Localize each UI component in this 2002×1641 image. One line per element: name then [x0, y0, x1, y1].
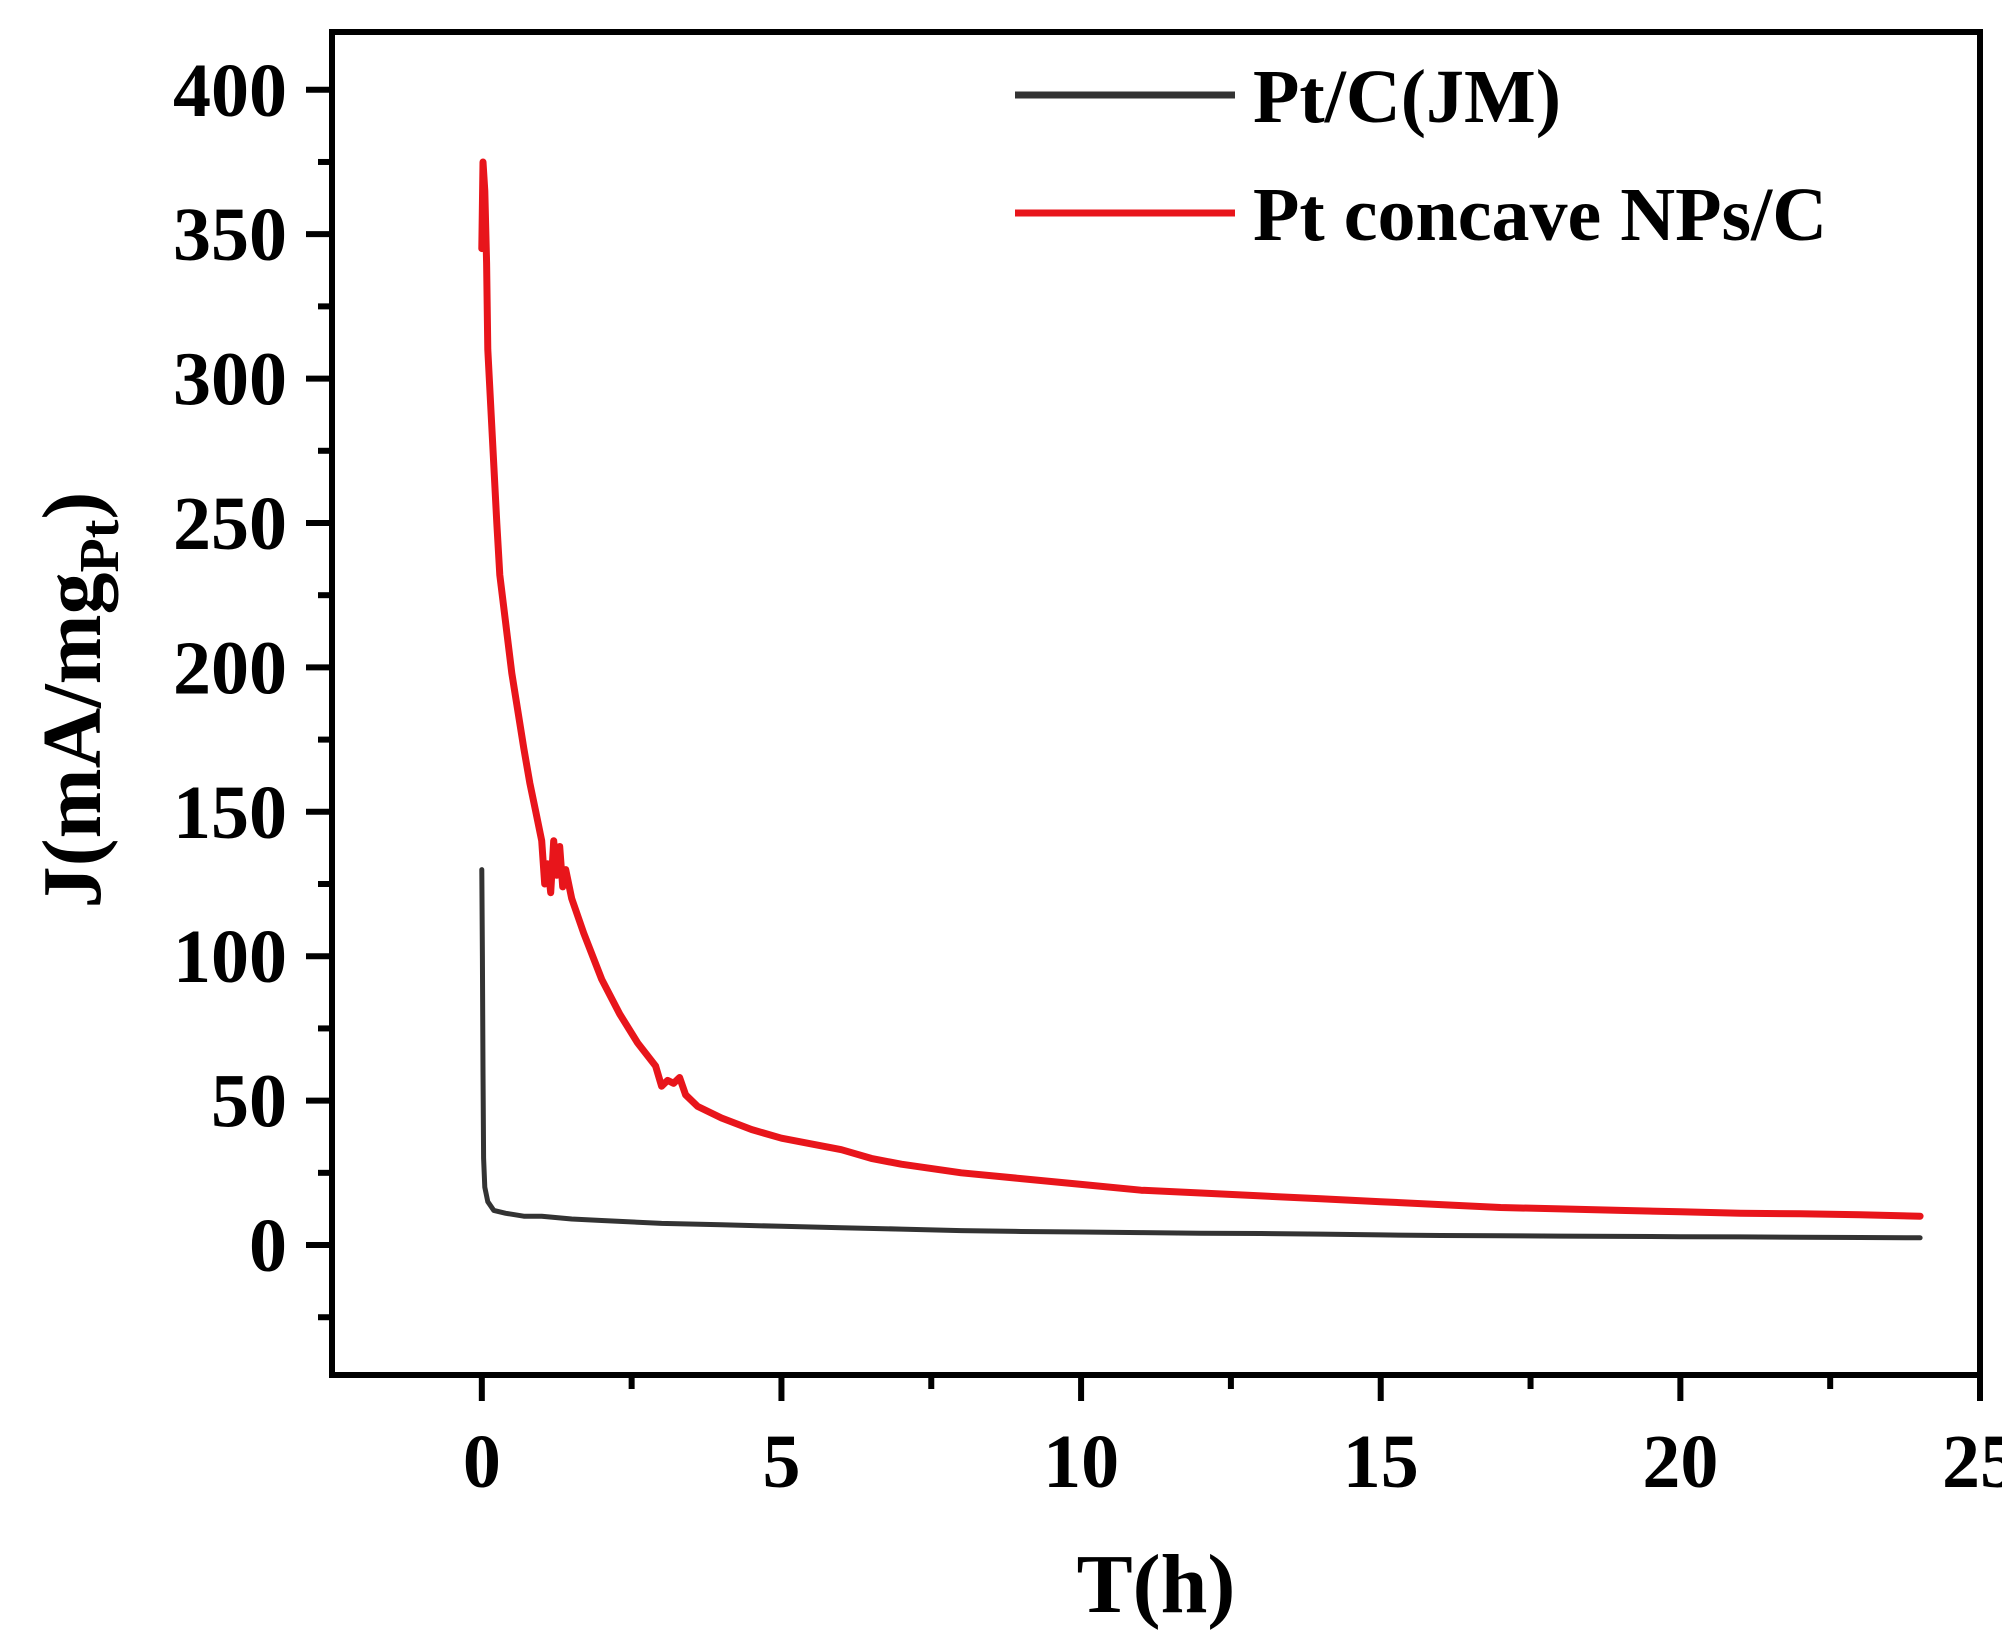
y-tick-label: 0 — [249, 1204, 287, 1288]
series-layer — [478, 158, 1924, 1241]
x-tick-label: 5 — [762, 1420, 800, 1504]
y-tick-label: 400 — [173, 49, 287, 133]
y-tick-label: 200 — [173, 626, 287, 710]
y-axis-title: J(mA/mgPt) — [26, 492, 131, 909]
y-tick-label: 50 — [211, 1060, 287, 1144]
y-tick-label: 150 — [173, 771, 287, 855]
y-axis-title-subscript: Pt — [69, 519, 131, 572]
y-axis-title-close: ) — [26, 492, 119, 520]
x-tick-label: 25 — [1942, 1420, 2002, 1504]
x-tick-label: 10 — [1043, 1420, 1119, 1504]
y-tick-label: 350 — [173, 193, 287, 277]
y-tick-label: 100 — [173, 915, 287, 999]
x-axis-ticks: 0 5 10 15 20 25 — [463, 1375, 2002, 1504]
x-axis-title: T(h) — [1077, 1538, 1236, 1631]
legend-label-pt-c-jm: Pt/C(JM) — [1253, 55, 1561, 139]
y-tick-label: 250 — [173, 482, 287, 566]
y-axis-title-main: J(mA/mg — [26, 572, 119, 908]
legend: Pt/C(JM) Pt concave NPs/C — [1015, 55, 1827, 257]
x-tick-label: 0 — [463, 1420, 501, 1504]
series-line-pt-c-jm — [479, 867, 1923, 1241]
x-tick-label: 15 — [1343, 1420, 1419, 1504]
y-tick-label: 300 — [173, 338, 287, 422]
legend-label-pt-concave: Pt concave NPs/C — [1253, 173, 1827, 257]
plot-frame — [329, 29, 1983, 1378]
x-tick-label: 20 — [1642, 1420, 1718, 1504]
series-line-pt-concave — [478, 158, 1924, 1220]
y-axis-ticks: 0 50 100 150 200 250 300 350 400 — [173, 49, 332, 1321]
